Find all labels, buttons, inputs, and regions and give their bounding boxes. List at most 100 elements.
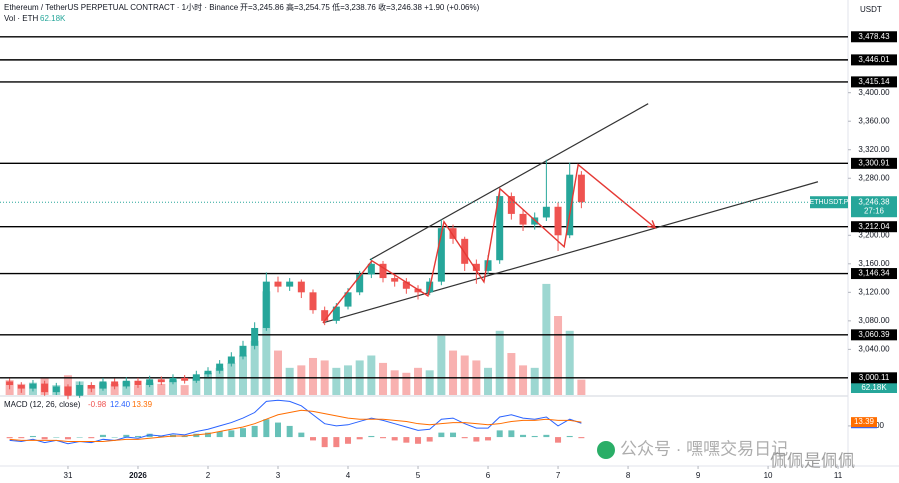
macd-histogram-bar [64, 437, 71, 440]
candle-body [76, 385, 84, 396]
volume-bar [390, 370, 399, 395]
macd-histogram-bar [508, 430, 515, 438]
arrow-head [647, 220, 657, 229]
x-tick-label: 4 [346, 471, 351, 480]
watermark: 佩佩是佩佩 [770, 451, 855, 470]
candle-body [507, 196, 515, 214]
candle-body [251, 327, 259, 346]
candle-body [192, 374, 200, 381]
candle-body [577, 174, 585, 203]
level-label-box [851, 329, 897, 341]
candle-body [472, 263, 480, 271]
symbol-box [810, 196, 848, 209]
y-tick-label: 3,120.00 [858, 287, 890, 296]
candle-body [484, 260, 492, 271]
macd-histogram-bar [88, 437, 95, 439]
level-label: 3,415.14 [858, 77, 890, 86]
volume-bar [554, 316, 563, 395]
macd-histogram-bar [310, 437, 317, 441]
level-label-box [851, 221, 897, 233]
volume-bar [449, 350, 458, 395]
macd-histogram-bar [29, 435, 36, 438]
candle-body [379, 263, 387, 279]
candle-body [204, 370, 212, 375]
candle-body [146, 379, 154, 386]
candle-body [29, 383, 37, 389]
macd-title: MACD (12, 26, close) [4, 400, 81, 409]
level-label-box [851, 157, 897, 169]
x-tick-label: 6 [486, 471, 491, 480]
level-label: 3,300.91 [858, 158, 890, 167]
volume-bar [367, 355, 376, 395]
level-label: 3,212.04 [858, 222, 890, 231]
candle-body [122, 380, 130, 387]
macd-legend-value: -0.98 [88, 400, 107, 409]
macd-histogram-bar [461, 437, 468, 439]
volume-bar [285, 367, 294, 395]
candle-body [367, 263, 375, 275]
volume-bar [484, 367, 493, 395]
volume-bar [425, 370, 434, 395]
x-tick-label: 5 [416, 471, 421, 480]
level-label-box [851, 54, 897, 66]
candle-body [391, 278, 399, 282]
volume-bar [309, 357, 318, 395]
x-tick-label: 9 [696, 471, 701, 480]
macd-histogram-bar [41, 437, 48, 440]
volume-bar [437, 335, 446, 395]
macd-histogram-bar [333, 437, 340, 448]
macd-histogram-bar [578, 437, 585, 439]
volume-bar [542, 283, 551, 395]
macd-histogram-bar [158, 435, 165, 438]
volume-bar [227, 362, 236, 395]
volume-bar [402, 372, 411, 395]
volume-bar [273, 350, 282, 395]
zigzag-path [322, 163, 656, 324]
macd-histogram-bar [356, 437, 363, 440]
macd-histogram-bar [391, 437, 398, 441]
y-tick-label: 3,280.00 [858, 173, 890, 182]
candle-body [554, 206, 562, 236]
y-tick-label: 3,080.00 [858, 316, 890, 325]
y-tick-label: 3,360.00 [858, 116, 890, 125]
macd-histogram-bar [520, 434, 527, 438]
macd-histogram-bar [426, 437, 433, 442]
volume-bar [238, 355, 247, 395]
candle-body [227, 356, 235, 364]
candle-body [344, 292, 352, 307]
macd-histogram-bar [111, 437, 118, 438]
volume-bar [577, 379, 586, 395]
macd-histogram-bar [555, 437, 562, 443]
macd-histogram-bar [321, 437, 328, 448]
macd-histogram-bar [531, 435, 538, 438]
macd-histogram-bar [485, 437, 492, 441]
macd-histogram-bar [181, 435, 188, 438]
volume-bar [495, 330, 504, 395]
y-tick-label: 3,320.00 [858, 145, 890, 154]
wechat-icon [597, 441, 615, 459]
trend-line [369, 103, 649, 261]
macd-histogram-bar [543, 434, 550, 438]
candle-body [111, 381, 119, 387]
x-tick-label: 31 [64, 471, 73, 480]
candle-body [169, 377, 177, 383]
candle-body [181, 377, 189, 381]
countdown: 27:16 [864, 206, 885, 215]
candle-body [6, 381, 14, 386]
level-label-box [851, 372, 897, 384]
macd-histogram-bar [415, 437, 422, 444]
volume-bar [344, 365, 353, 395]
candle-body [461, 238, 469, 264]
macd-histogram-bar [53, 437, 60, 438]
macd-histogram-bar [6, 437, 13, 439]
candle-body [157, 379, 165, 383]
candle-body [17, 385, 25, 389]
x-tick-label: 3 [276, 471, 281, 480]
level-label-box [851, 76, 897, 88]
volume-bar [168, 380, 177, 395]
candle-body [64, 386, 72, 396]
volume-bar [215, 367, 224, 395]
macd-histogram-bar [345, 437, 352, 444]
